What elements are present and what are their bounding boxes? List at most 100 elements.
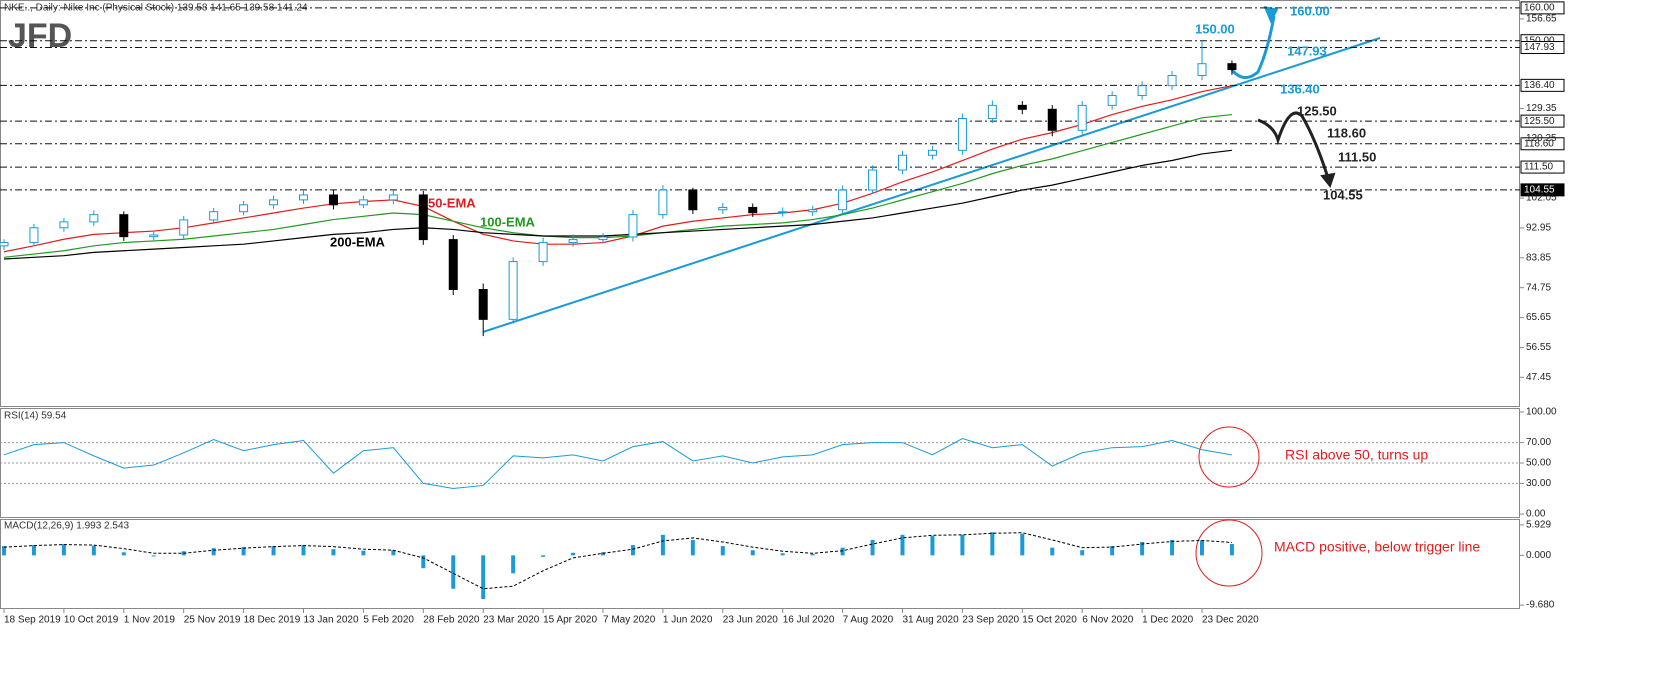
y-tick-label: -9.680 bbox=[1526, 600, 1555, 611]
ema-label: 50-EMA bbox=[428, 195, 476, 210]
candle-body bbox=[508, 261, 518, 320]
ema-line bbox=[3, 113, 1233, 258]
level-box bbox=[1520, 78, 1565, 92]
candle-body bbox=[328, 194, 338, 206]
candle-body bbox=[239, 204, 249, 213]
y-tick-label: 50.00 bbox=[1526, 458, 1551, 469]
ema-label: 200-EMA bbox=[330, 234, 386, 249]
x-tick-label: 16 Jul 2020 bbox=[783, 615, 835, 626]
candle-body bbox=[1017, 104, 1027, 110]
y-tick-label: 56.55 bbox=[1526, 342, 1551, 353]
candle-body bbox=[388, 194, 398, 201]
candle-body bbox=[1107, 95, 1117, 106]
candle-body bbox=[898, 154, 907, 171]
y-tick-label: 129.35 bbox=[1526, 103, 1557, 114]
candle-body bbox=[838, 189, 848, 211]
macd-circle bbox=[1195, 519, 1263, 587]
macd-bar bbox=[421, 555, 426, 569]
bearish-arrow bbox=[1257, 111, 1330, 179]
annotation: MACD positive, below trigger line bbox=[1274, 539, 1480, 555]
x-tick-label: 23 Mar 2020 bbox=[483, 615, 540, 626]
macd-bar bbox=[391, 550, 396, 556]
level-axis-label: 160.00 bbox=[1524, 3, 1555, 14]
level-box bbox=[1520, 1, 1565, 15]
y-tick-label: 74.75 bbox=[1526, 282, 1551, 293]
macd-bar bbox=[301, 545, 306, 556]
candle-body bbox=[269, 199, 279, 206]
macd-bar bbox=[1200, 540, 1204, 556]
candle-body bbox=[688, 189, 698, 211]
x-tick-label: 7 Aug 2020 bbox=[843, 615, 894, 626]
rsi-circle bbox=[1198, 426, 1260, 488]
x-tick-label: 18 Sep 2019 bbox=[4, 615, 61, 626]
macd-bar bbox=[481, 555, 486, 600]
y-tick-label: 0.000 bbox=[1526, 550, 1551, 561]
level-box bbox=[1520, 41, 1565, 55]
candle-body bbox=[808, 209, 818, 213]
y-tick-label: 92.95 bbox=[1526, 223, 1551, 234]
candle-body bbox=[658, 189, 668, 216]
macd-bar bbox=[780, 553, 785, 556]
macd-bar bbox=[121, 552, 126, 556]
macd-bar bbox=[1080, 550, 1085, 556]
candle-body bbox=[29, 227, 39, 244]
macd-bar bbox=[151, 555, 156, 557]
y-tick-label: 30.00 bbox=[1526, 478, 1551, 489]
candle-body bbox=[1077, 104, 1087, 131]
rsi-title: RSI(14) 59.54 bbox=[4, 411, 67, 422]
candle-body bbox=[778, 211, 788, 214]
candle-body bbox=[868, 169, 878, 191]
level-annotation: 160.00 bbox=[1290, 3, 1330, 18]
level-axis-label: 118.60 bbox=[1524, 138, 1554, 149]
candle-body bbox=[478, 288, 488, 320]
x-tick-label: 23 Dec 2020 bbox=[1202, 615, 1259, 626]
y-tick-label: 100.00 bbox=[1526, 407, 1557, 418]
candle-body bbox=[598, 236, 608, 241]
y-tick-label: 5.929 bbox=[1526, 520, 1551, 531]
level-annotation: 147.93 bbox=[1287, 43, 1327, 58]
macd-bar bbox=[1229, 544, 1234, 556]
x-tick-label: 7 May 2020 bbox=[603, 615, 656, 626]
macd-bar bbox=[870, 539, 875, 556]
macd-bar bbox=[690, 539, 695, 556]
level-axis-label: 104.55 bbox=[1524, 185, 1555, 196]
candle-body bbox=[1047, 108, 1057, 131]
macd-bar bbox=[1140, 541, 1145, 556]
candle-body bbox=[448, 239, 458, 290]
candle-body bbox=[628, 214, 638, 238]
macd-bar bbox=[990, 532, 995, 556]
level-axis-label: 136.40 bbox=[1524, 80, 1555, 91]
x-tick-label: 10 Oct 2019 bbox=[64, 615, 119, 626]
x-tick-label: 1 Dec 2020 bbox=[1142, 615, 1194, 626]
macd-bar bbox=[720, 546, 725, 556]
level-box bbox=[1520, 160, 1565, 174]
macd-bar bbox=[930, 535, 935, 556]
level-axis-label: 147.93 bbox=[1524, 42, 1555, 53]
rsi-line bbox=[3, 437, 1233, 490]
x-tick-label: 31 Aug 2020 bbox=[903, 615, 960, 626]
macd-bar bbox=[1170, 539, 1175, 556]
candle-body bbox=[1137, 85, 1147, 97]
y-tick-label: 70.00 bbox=[1526, 437, 1551, 448]
macd-bar bbox=[900, 534, 905, 556]
candle-body bbox=[418, 194, 428, 241]
candle-body bbox=[1197, 63, 1207, 77]
candle-body bbox=[149, 234, 159, 238]
macd-bar bbox=[1050, 547, 1055, 556]
macd-title: MACD(12,26,9) 1.993 2.543 bbox=[4, 521, 130, 532]
macd-bar bbox=[241, 547, 246, 556]
macd-bar bbox=[660, 534, 665, 556]
macd-bar bbox=[1110, 546, 1115, 556]
candle-body bbox=[0, 242, 9, 247]
level-axis-label: 111.50 bbox=[1524, 162, 1554, 173]
level-box bbox=[1520, 137, 1565, 151]
x-tick-label: 6 Nov 2020 bbox=[1082, 615, 1134, 626]
x-tick-label: 28 Feb 2020 bbox=[423, 615, 480, 626]
level-annotation: 136.40 bbox=[1280, 81, 1320, 96]
candle-body bbox=[209, 211, 219, 221]
signal-line bbox=[3, 532, 1232, 590]
ema-label: 100-EMA bbox=[480, 214, 536, 229]
candle-body bbox=[59, 221, 69, 229]
y-tick-label: 156.65 bbox=[1526, 14, 1557, 25]
